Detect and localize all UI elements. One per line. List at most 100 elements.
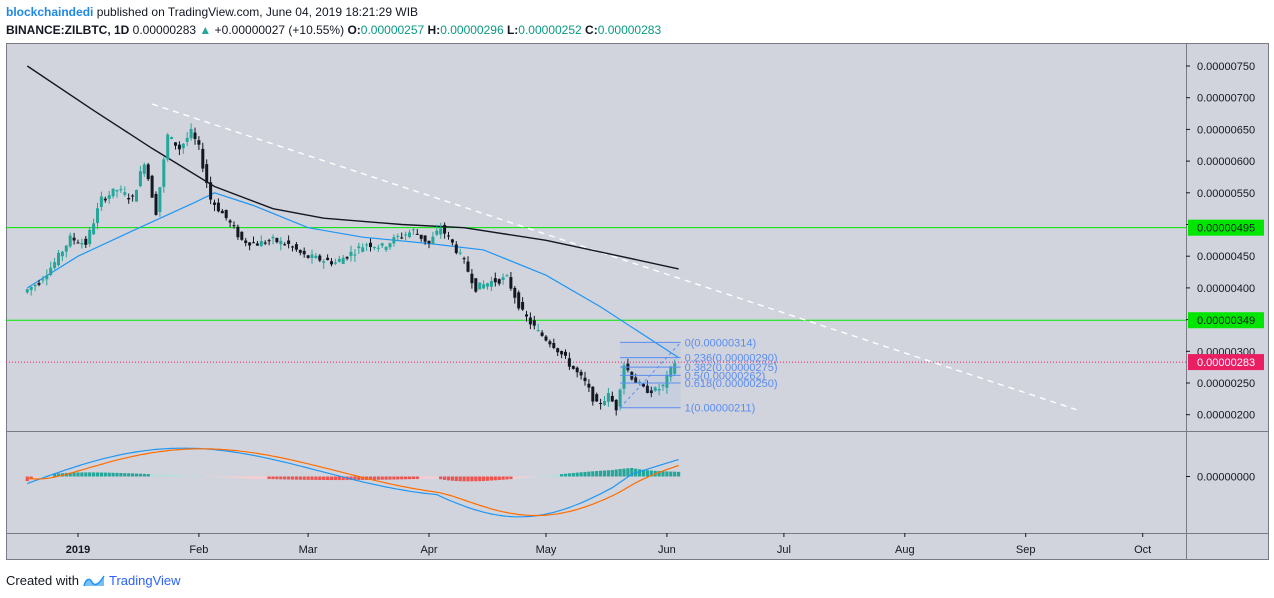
fib-level-label: 0.618(0.00000250) — [685, 378, 778, 390]
x-tick-label: Apr — [420, 544, 437, 556]
histogram-bar — [283, 476, 287, 480]
candle-down — [298, 250, 302, 253]
histogram-bar — [33, 476, 37, 478]
symbol-name[interactable]: BINANCE:ZILBTC, 1D — [6, 23, 130, 37]
candle-down — [201, 148, 205, 169]
y-tick-label: 0.00000200 — [1197, 410, 1255, 422]
histogram-bar — [641, 469, 646, 477]
x-tick-label: Jul — [777, 544, 791, 556]
histogram-bar — [326, 476, 330, 481]
histogram-bar — [376, 476, 380, 480]
histogram-bar — [677, 471, 681, 477]
histogram-bar — [341, 476, 345, 481]
candle-up — [142, 164, 146, 174]
y-tick-label: 0.00000700 — [1197, 93, 1255, 105]
histogram-bar — [29, 476, 33, 480]
histogram-bar — [224, 476, 228, 478]
candle-down — [575, 367, 579, 373]
histogram-bar — [310, 476, 314, 480]
level-price-tag — [1188, 219, 1264, 236]
price-chart[interactable]: 0.00000750 0.00000700 0.00000650 0.00000600… — [6, 43, 1269, 560]
histogram-bar — [84, 472, 88, 477]
x-tick-label: 2019 — [66, 544, 90, 556]
candle-up — [653, 387, 657, 391]
histogram-bar — [575, 472, 579, 477]
histogram-bar — [513, 476, 517, 479]
candle-up — [606, 393, 610, 402]
histogram-bar — [563, 473, 568, 477]
histogram-bar — [333, 476, 337, 481]
candle-up — [361, 247, 365, 252]
histogram-bar — [509, 476, 513, 480]
histogram-bar — [501, 476, 505, 480]
histogram-bar — [228, 476, 232, 478]
candle-down — [37, 283, 41, 285]
candle-up — [279, 240, 283, 245]
histogram-bar — [571, 472, 575, 477]
histogram-bar — [131, 473, 135, 477]
author-link[interactable]: blockchaindedi — [6, 5, 94, 19]
candle-down — [634, 377, 638, 383]
open-label: O: — [347, 23, 361, 37]
histogram-bar — [329, 476, 334, 481]
histogram-bar — [552, 474, 556, 477]
histogram-bar — [372, 476, 376, 480]
candle-down — [103, 198, 107, 201]
candle-down — [497, 279, 501, 284]
candle-up — [396, 235, 400, 237]
publish-header: blockchaindedi published on TradingView.… — [6, 5, 418, 19]
chart-container[interactable]: 0.00000750 0.00000700 0.00000650 0.00000600… — [6, 43, 1269, 560]
histogram-bar — [279, 476, 283, 480]
candle-down — [474, 278, 478, 292]
histogram-bar — [205, 476, 209, 477]
candle-down — [213, 202, 216, 205]
fib-trend-line — [619, 342, 681, 409]
candle-up — [372, 247, 376, 249]
candle-up — [135, 189, 138, 202]
histogram-bar — [454, 476, 458, 482]
histogram-bar — [556, 474, 560, 477]
candle-down — [517, 292, 521, 309]
candle-up — [661, 384, 665, 387]
histogram-bar — [154, 474, 158, 477]
histogram-bar — [618, 469, 622, 477]
y-tick-label: 0.00000450 — [1197, 251, 1255, 263]
x-tick-label: May — [536, 544, 557, 556]
y-tick-label: 0.00000250 — [1197, 378, 1255, 390]
candle-up — [111, 188, 115, 197]
histogram-bar — [470, 476, 474, 482]
candle-up — [185, 137, 189, 142]
histogram-bar — [622, 468, 626, 477]
histogram-bar — [53, 473, 57, 477]
histogram-bar — [427, 476, 431, 479]
histogram-bar — [251, 476, 256, 479]
chart-border — [6, 43, 1269, 560]
histogram-bar — [669, 471, 673, 477]
candle-down — [649, 390, 653, 394]
candle-down — [470, 273, 474, 284]
histogram-bar — [244, 476, 248, 479]
histogram-bar — [548, 475, 552, 477]
x-tick-label: Jun — [658, 544, 676, 556]
low-value: 0.00000252 — [518, 23, 582, 37]
histogram-bar — [158, 474, 162, 477]
candle-up — [435, 230, 439, 235]
histogram-bar — [521, 476, 525, 479]
histogram-bar — [170, 475, 174, 477]
histogram-bar — [544, 475, 548, 477]
histogram-bar — [119, 473, 123, 477]
macd-line — [27, 447, 679, 518]
candle-down — [330, 261, 333, 265]
histogram-bar — [92, 472, 96, 477]
candle-up — [349, 251, 353, 256]
candle-up — [638, 381, 642, 383]
time-axis-background — [6, 533, 1186, 560]
histogram-bar — [630, 468, 634, 477]
histogram-bar — [606, 470, 610, 477]
histogram-bar — [415, 476, 419, 479]
histogram-bar — [602, 470, 607, 477]
histogram-bar — [177, 475, 181, 477]
candle-up — [88, 229, 92, 244]
y-tick-label: 0.00000550 — [1197, 188, 1255, 200]
tradingview-brand[interactable]: TradingView — [108, 573, 181, 588]
